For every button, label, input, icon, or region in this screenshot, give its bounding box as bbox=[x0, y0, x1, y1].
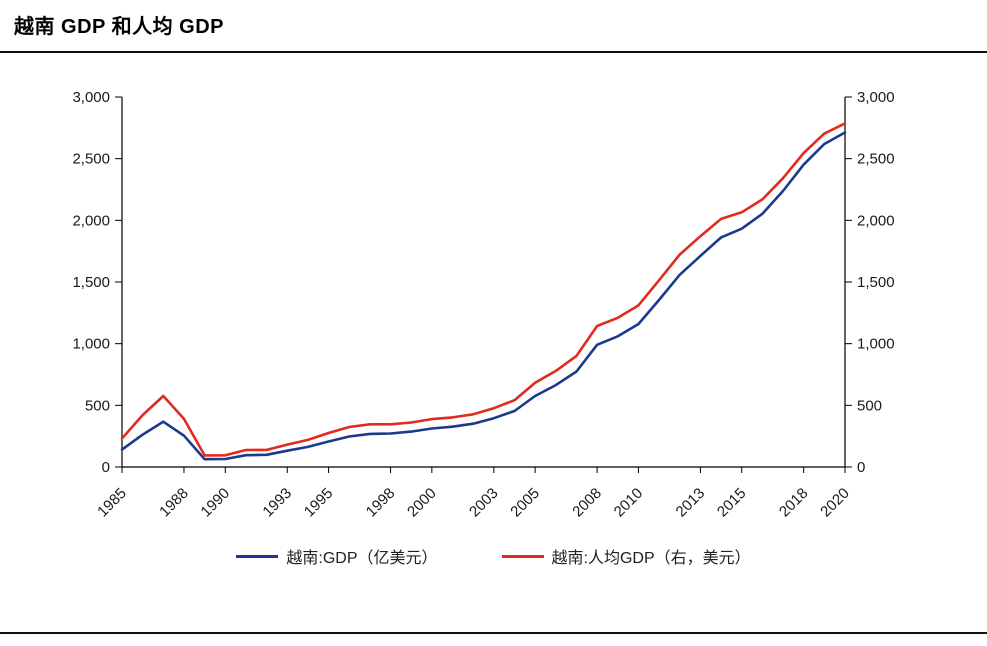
x-axis-label: 2010 bbox=[611, 485, 647, 521]
x-axis-label: 2013 bbox=[673, 485, 709, 521]
series-line-0 bbox=[120, 131, 847, 461]
x-axis-label: 2008 bbox=[569, 485, 605, 521]
chart-area: 0 500 1,000 1,500 2,000 2,500 3,000 0 500 1,000 1,… bbox=[0, 69, 987, 544]
x-axis-label: 1993 bbox=[259, 485, 295, 521]
left-axis-label: 1,000 bbox=[72, 336, 110, 353]
top-divider bbox=[0, 51, 987, 53]
x-axis-label: 2005 bbox=[507, 485, 543, 521]
left-axis-label: 2,500 bbox=[72, 151, 110, 168]
right-axis-label: 1,000 bbox=[857, 336, 895, 353]
legend-item-gdp: 越南:GDP（亿美元） bbox=[236, 544, 438, 568]
x-axis-label: 2020 bbox=[817, 485, 853, 521]
legend-swatch-gdp bbox=[236, 554, 279, 558]
right-axis-label: 2,000 bbox=[857, 212, 895, 229]
x-axis-label: 2015 bbox=[714, 485, 750, 521]
page-title: 越南 GDP 和人均 GDP bbox=[14, 16, 224, 38]
x-axis-label: 1988 bbox=[156, 485, 192, 521]
x-axis-label: 1995 bbox=[301, 485, 337, 521]
x-axis-label: 2000 bbox=[404, 485, 440, 521]
legend-item-gdp-per-capita: 越南:人均GDP（右，美元） bbox=[501, 544, 751, 568]
x-axis-label: 1985 bbox=[94, 485, 130, 521]
left-axis-label: 0 bbox=[102, 459, 110, 476]
left-axis-label: 500 bbox=[85, 397, 110, 414]
right-axis-label: 500 bbox=[857, 397, 882, 414]
chart-header: 越南 GDP 和人均 GDP bbox=[0, 0, 987, 39]
x-axis-label: 2018 bbox=[776, 485, 812, 521]
legend-label-gdp: 越南:GDP（亿美元） bbox=[286, 550, 438, 567]
chart-legend: 越南:GDP（亿美元） 越南:人均GDP（右，美元） bbox=[0, 544, 987, 568]
bottom-divider bbox=[0, 632, 987, 634]
x-axis-label: 1998 bbox=[363, 485, 399, 521]
right-axis-label: 2,500 bbox=[857, 151, 895, 168]
x-axis-label: 2003 bbox=[466, 485, 502, 521]
series-line-1 bbox=[120, 122, 847, 457]
right-axis-label: 0 bbox=[857, 459, 865, 476]
legend-label-gdp-per-capita: 越南:人均GDP（右，美元） bbox=[551, 550, 751, 567]
left-axis-label: 1,500 bbox=[72, 274, 110, 291]
right-axis-label: 3,000 bbox=[857, 89, 895, 106]
legend-swatch-gdp-per-capita bbox=[501, 554, 544, 558]
x-axis-label: 1990 bbox=[197, 485, 233, 521]
right-axis-label: 1,500 bbox=[857, 274, 895, 291]
left-axis-label: 2,000 bbox=[72, 212, 110, 229]
left-axis-label: 3,000 bbox=[72, 89, 110, 106]
chart-svg: 0 500 1,000 1,500 2,000 2,500 3,000 0 500 1,000 1,… bbox=[72, 89, 895, 521]
